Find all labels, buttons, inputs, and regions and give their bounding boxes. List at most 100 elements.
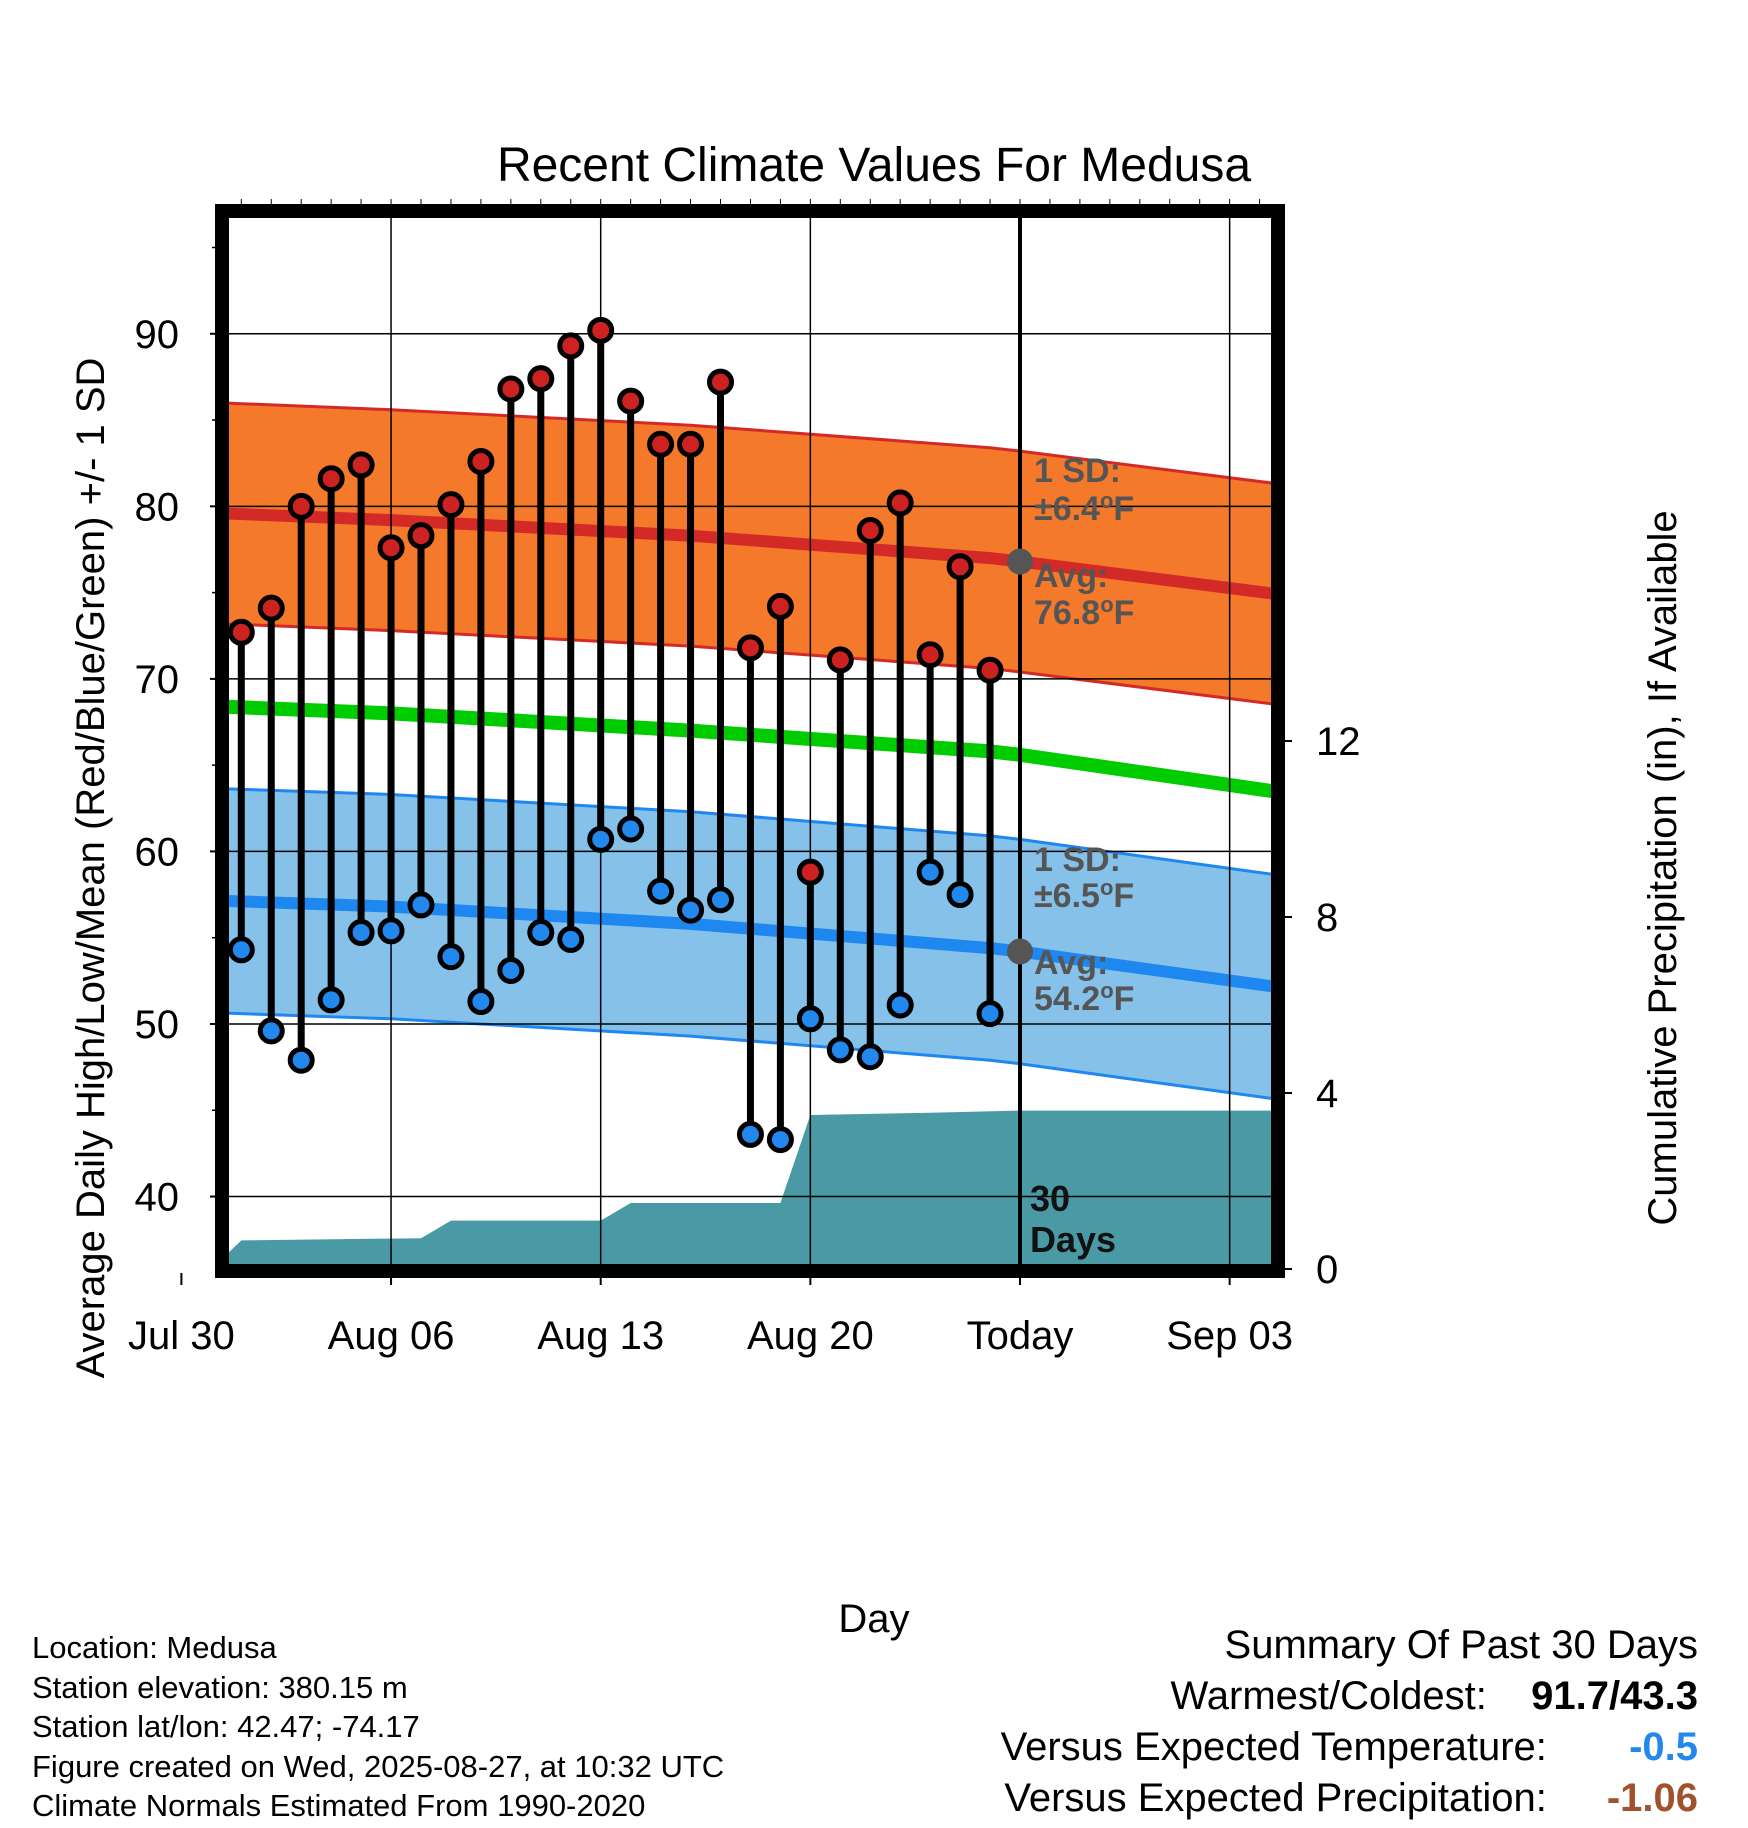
- elevation-text: Station elevation: 380.15 m: [32, 1669, 408, 1705]
- x-tick-label: Today: [967, 1314, 1074, 1358]
- high-point: [467, 447, 495, 475]
- y2-tick-label: 12: [1316, 720, 1361, 764]
- y2-tick-label: 8: [1316, 896, 1338, 940]
- high-point: [407, 522, 435, 550]
- low-point: [527, 919, 555, 947]
- normals-text: Climate Normals Estimated From 1990-2020: [32, 1788, 646, 1823]
- low-avg-value: 54.2oF: [1034, 978, 1134, 1019]
- low-point: [407, 891, 435, 919]
- y-tick-label: 90: [135, 313, 180, 357]
- today-high-avg-marker: [1007, 548, 1033, 575]
- high-sd-upper-line: [224, 401, 1276, 486]
- high-point: [736, 634, 764, 662]
- low-point: [287, 1046, 315, 1074]
- low-point: [257, 1017, 285, 1045]
- low-sd-band: [224, 788, 1276, 1100]
- high-point: [587, 316, 615, 344]
- y-tick-label: 80: [135, 485, 180, 529]
- high-point: [257, 594, 285, 622]
- high-point: [557, 332, 585, 360]
- latlon-text: Station lat/lon: 42.47; -74.17: [32, 1709, 420, 1744]
- y-tick-label: 50: [135, 1003, 180, 1047]
- x-tick-label: Aug 20: [747, 1314, 874, 1358]
- warm-cold-label: Warmest/Coldest:: [1170, 1674, 1487, 1718]
- summary-precip: Versus Expected Precipitation: -1.06: [1001, 1773, 1698, 1824]
- high-point: [647, 430, 675, 458]
- warm-cold-value: 91.7/43.3: [1531, 1674, 1698, 1718]
- low-point: [317, 986, 345, 1014]
- plot-frame: [215, 204, 1285, 1278]
- created-text: Figure created on Wed, 2025-08-27, at 10…: [32, 1748, 725, 1784]
- high-point: [227, 618, 255, 646]
- x-tick-label: Sep 03: [1166, 1314, 1293, 1358]
- high-point: [437, 491, 465, 519]
- low-point: [170, 880, 192, 902]
- high-sd-label: 1 SD:: [1034, 452, 1121, 490]
- x-tick-label: Jul 30: [128, 1314, 235, 1358]
- high-point: [826, 646, 854, 674]
- station-info: Location: Medusa Station elevation: 380.…: [32, 1628, 724, 1826]
- low-point: [916, 858, 944, 886]
- y2-tick-label: 0: [1316, 1248, 1338, 1292]
- low-point: [347, 919, 375, 947]
- low-point: [467, 988, 495, 1016]
- low-point: [826, 1036, 854, 1064]
- summary-panel: Summary Of Past 30 Days Warmest/Coldest:…: [1001, 1620, 1698, 1824]
- low-point: [377, 917, 405, 945]
- low-point: [796, 1005, 824, 1033]
- y-tick-label: 60: [135, 830, 180, 874]
- window-days-word: Days: [1030, 1219, 1116, 1260]
- precip-value: -1.06: [1606, 1776, 1698, 1820]
- today-low-avg-marker: [1007, 938, 1033, 965]
- location-text: Location: Medusa: [32, 1630, 277, 1665]
- high-point: [617, 387, 645, 415]
- low-point: [707, 886, 734, 914]
- high-point: [976, 656, 1004, 684]
- summary-temp: Versus Expected Temperature: -0.5: [1001, 1722, 1698, 1773]
- x-tick-label: Aug 06: [328, 1314, 455, 1358]
- low-point: [111, 790, 133, 812]
- y-tick-label: 70: [135, 658, 180, 702]
- high-avg-value: 76.8oF: [1034, 592, 1134, 633]
- high-point: [317, 465, 345, 493]
- low-avg-label: Avg:: [1034, 944, 1108, 982]
- low-point: [647, 877, 675, 905]
- low-point: [617, 815, 645, 843]
- low-point: [677, 896, 705, 924]
- low-sd-value: ±6.5oF: [1034, 875, 1134, 916]
- y-axis-title: Average Daily High/Low/Mean (Red/Blue/Gr…: [69, 358, 113, 1379]
- low-point: [227, 936, 255, 964]
- high-point: [796, 858, 824, 886]
- precip-label: Versus Expected Precipitation:: [1004, 1776, 1547, 1820]
- low-point: [766, 1126, 794, 1154]
- low-sd-label: 1 SD:: [1034, 841, 1121, 879]
- temp-label: Versus Expected Temperature:: [1000, 1725, 1547, 1769]
- low-point: [587, 825, 615, 853]
- chart-title: Recent Climate Values For Medusa: [497, 139, 1251, 192]
- temp-value: -0.5: [1629, 1725, 1698, 1769]
- window-days-number: 30: [1030, 1178, 1070, 1219]
- high-point: [766, 592, 794, 620]
- high-point: [707, 368, 734, 396]
- low-point: [886, 991, 914, 1019]
- precip-area: [224, 1110, 1276, 1269]
- summary-heading: Summary Of Past 30 Days: [1224, 1623, 1698, 1667]
- high-point: [347, 451, 375, 479]
- high-point: [946, 553, 974, 581]
- high-point: [377, 534, 405, 562]
- low-point: [856, 1043, 884, 1071]
- high-point: [497, 375, 525, 403]
- low-point: [497, 956, 525, 984]
- summary-warm-cold: Warmest/Coldest: 91.7/43.3: [1001, 1671, 1699, 1722]
- high-point: [527, 365, 555, 393]
- y-tick-label: 40: [135, 1176, 180, 1220]
- high-point: [886, 489, 914, 517]
- high-point: [916, 641, 944, 669]
- low-point: [946, 881, 974, 909]
- high-sd-band: [224, 402, 1276, 705]
- low-point: [736, 1120, 764, 1148]
- high-sd-value: ±6.4oF: [1034, 488, 1134, 529]
- high-point: [856, 516, 884, 544]
- y2-tick-label: 4: [1316, 1072, 1338, 1116]
